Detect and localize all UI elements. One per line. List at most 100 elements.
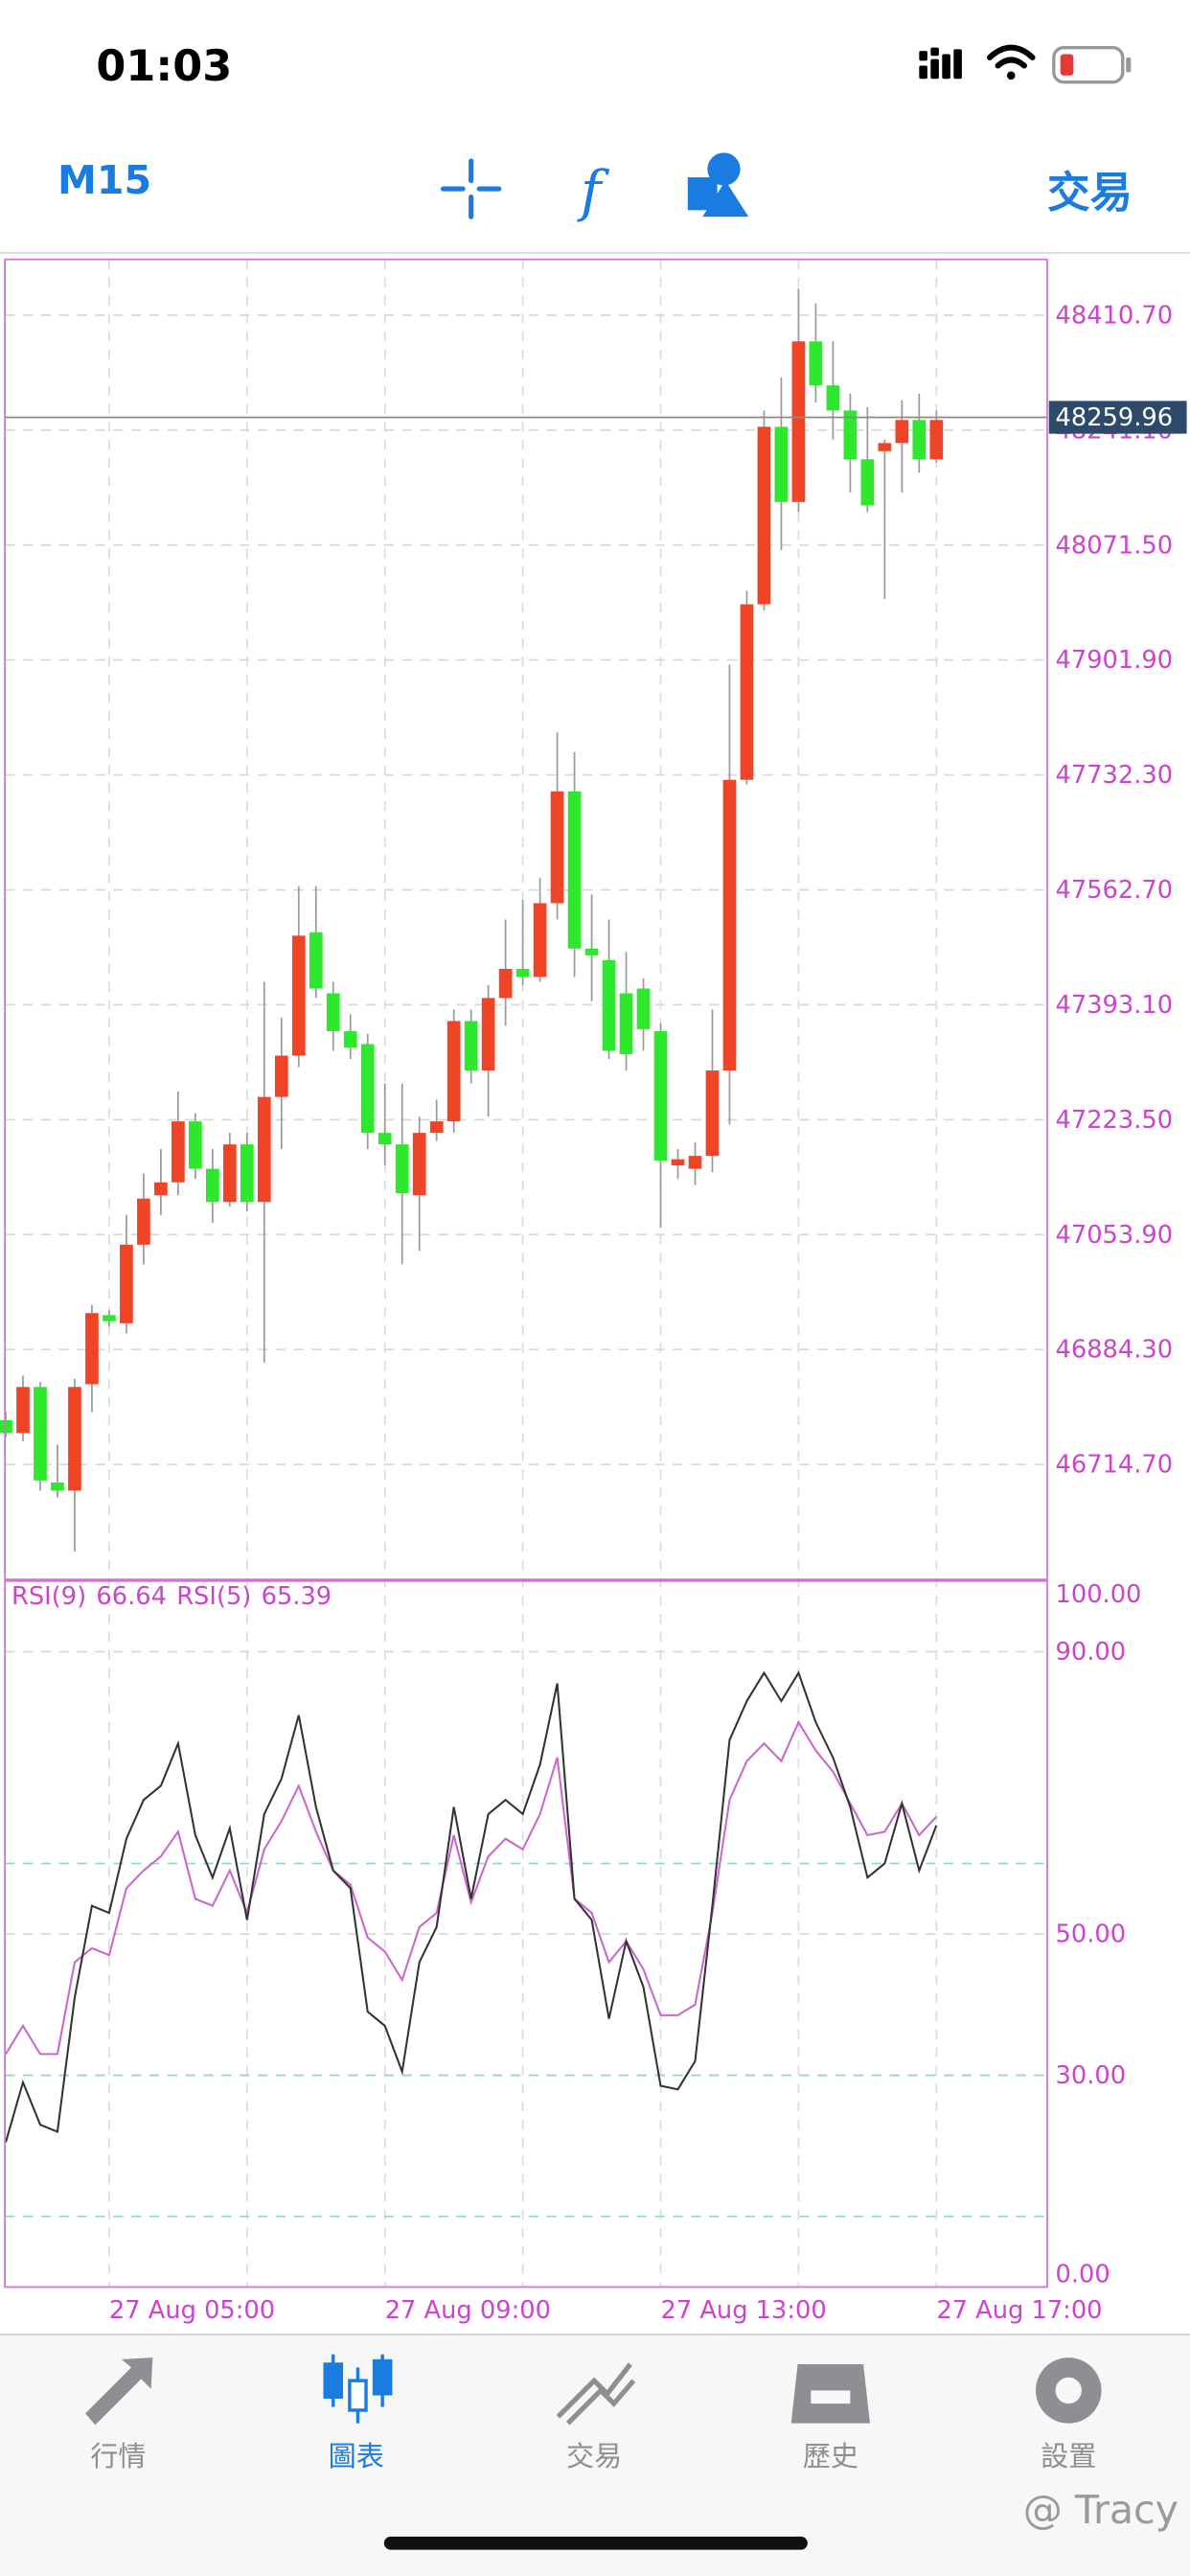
legend-name: RSI(9) — [11, 1582, 86, 1611]
battery-icon — [1052, 45, 1132, 84]
rsi-panel-frame — [4, 1579, 1048, 2288]
candle-body — [309, 932, 323, 989]
candle-body — [567, 791, 582, 949]
candle-body — [137, 1198, 150, 1245]
candle-body — [602, 959, 616, 1051]
candle-body — [809, 341, 823, 386]
candle-body — [34, 1387, 47, 1481]
x-tick-label: 27 Aug 13:00 — [661, 2296, 827, 2325]
y-tick-label: 0.00 — [1056, 2260, 1110, 2288]
candle-body — [929, 420, 944, 460]
x-tick-label: 27 Aug 09:00 — [385, 2296, 551, 2325]
y-tick-label: 47223.50 — [1056, 1106, 1174, 1135]
legend-value: 65.39 — [262, 1582, 332, 1611]
current-price-box — [1048, 401, 1187, 434]
legend-name: RSI(5) — [176, 1582, 251, 1611]
candle-body — [791, 341, 806, 502]
y-tick-label: 100.00 — [1056, 1580, 1142, 1609]
candle-body — [895, 420, 909, 444]
y-tick-label: 30.00 — [1056, 2061, 1127, 2090]
y-tick-label: 47901.90 — [1056, 646, 1174, 675]
candle-body — [343, 1031, 357, 1048]
price-panel-frame — [4, 258, 1048, 1580]
candle-body — [705, 1070, 720, 1157]
y-tick-label: 50.00 — [1056, 1920, 1127, 1949]
candle-body — [498, 969, 513, 999]
rsi-line — [5, 1670, 938, 2143]
tab-label[interactable]: 歷史 — [803, 2440, 858, 2472]
y-tick-label: 90.00 — [1056, 1638, 1127, 1667]
tab-bar — [0, 2334, 1190, 2576]
y-tick-label: 48071.50 — [1056, 531, 1174, 560]
candle-body — [619, 993, 633, 1055]
settings-icon[interactable] — [1035, 2358, 1102, 2424]
candle-body — [85, 1313, 99, 1385]
candle-body — [412, 1133, 426, 1196]
candle-body — [360, 1044, 375, 1134]
candle-body — [326, 993, 340, 1032]
candle-body — [774, 426, 789, 502]
indicator-legend: RSI(9) 66.64 RSI(5) 65.39 — [11, 1582, 332, 1611]
trade-button[interactable]: 交易 — [1047, 168, 1133, 218]
candle-body — [912, 420, 927, 460]
candle-body — [16, 1387, 30, 1434]
candle-body — [257, 1096, 271, 1203]
candle-body — [515, 969, 530, 978]
candle-body — [584, 948, 599, 955]
candle-body — [860, 459, 875, 506]
tab-label[interactable]: 交易 — [566, 2440, 622, 2472]
candle-body — [878, 443, 892, 451]
candle-body — [533, 903, 547, 978]
crosshair-button[interactable] — [440, 158, 502, 219]
x-tick-label: 27 Aug 17:00 — [936, 2296, 1102, 2325]
wifi-icon — [987, 44, 1036, 80]
candle-body — [740, 604, 754, 780]
y-tick-label: 46714.70 — [1056, 1451, 1174, 1480]
candle-body — [189, 1121, 202, 1169]
candle-body — [172, 1121, 185, 1183]
candle-body — [274, 1055, 288, 1097]
candle-body — [395, 1144, 409, 1194]
rsi-line — [5, 1719, 938, 2056]
chart-icon[interactable] — [323, 2354, 393, 2424]
objects-button[interactable] — [687, 152, 749, 218]
candle-body — [222, 1144, 237, 1203]
candle-body — [757, 426, 771, 605]
quotes-icon[interactable] — [85, 2358, 153, 2426]
candle-body — [688, 1156, 702, 1169]
candle-body — [429, 1121, 444, 1134]
candle-body — [671, 1159, 685, 1166]
indicator-button[interactable]: f — [577, 158, 610, 223]
chart-area: 46714.70 46884.30 47053.90 47223.50 47393.10… — [0, 258, 1187, 2325]
y-tick-label: 47393.10 — [1056, 991, 1174, 1020]
candle-body — [464, 1021, 478, 1071]
candle-body — [154, 1182, 168, 1196]
y-tick-label: 48410.70 — [1056, 301, 1174, 330]
tab-label[interactable]: 設置 — [1041, 2440, 1096, 2472]
candle-body — [103, 1315, 116, 1322]
candle-body — [68, 1387, 81, 1491]
status-time: 01:03 — [96, 41, 232, 91]
trade-icon[interactable] — [556, 2362, 636, 2426]
candle-body — [120, 1244, 133, 1323]
y-tick-label: 47053.90 — [1056, 1221, 1174, 1250]
history-icon[interactable] — [790, 2363, 870, 2424]
candle-body — [291, 935, 306, 1056]
candle-body — [0, 1419, 12, 1434]
candle-body — [51, 1482, 64, 1491]
candle-body — [653, 1031, 668, 1162]
candle-body — [826, 385, 840, 411]
tab-label[interactable]: 行情 — [90, 2440, 146, 2472]
tab-label[interactable]: 圖表 — [329, 2440, 384, 2472]
candle-body — [843, 410, 858, 460]
timeframe-button[interactable]: M15 — [57, 157, 151, 203]
candle-body — [550, 791, 564, 904]
home-indicator — [383, 2536, 808, 2550]
candle-body — [636, 988, 651, 1029]
y-tick-label: 47732.30 — [1056, 761, 1174, 790]
candle-body — [240, 1144, 254, 1203]
x-tick-label: 27 Aug 05:00 — [109, 2296, 275, 2325]
candle-body — [378, 1133, 392, 1145]
candle-body — [481, 998, 495, 1071]
